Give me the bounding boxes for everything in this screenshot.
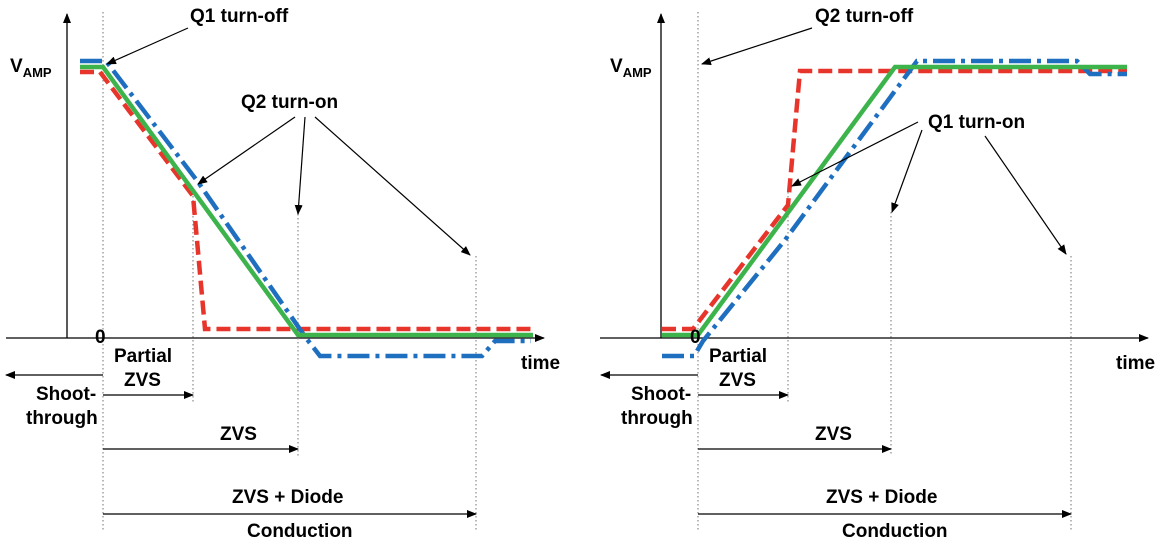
left-green-waveform <box>80 64 533 338</box>
left-q2-on-arrow-2 <box>294 116 306 215</box>
right-zvs-label: ZVS <box>815 424 852 445</box>
right-partial-label-1: Partial <box>709 346 767 367</box>
left-origin-label: 0 <box>95 327 106 348</box>
left-diode-label-1: ZVS + Diode <box>232 487 343 508</box>
right-time-label: time <box>1116 353 1155 374</box>
left-partial-label-1: Partial <box>114 346 172 367</box>
left-shoot-label-1: Shoot- <box>36 384 96 405</box>
left-shoot-label-2: through <box>26 408 98 429</box>
right-blue-waveform <box>662 58 1127 359</box>
left-red-waveform <box>80 69 533 332</box>
right-shoot-label-2: through <box>621 408 693 429</box>
left-vamp-label: VAMP <box>10 56 52 80</box>
right-diode-label-1: ZVS + Diode <box>826 487 937 508</box>
right-q1-on-arrow-2 <box>891 129 923 213</box>
right-shoot-label-1: Shoot- <box>631 384 691 405</box>
left-q1-turnoff-label: Q1 turn-off <box>190 6 289 27</box>
left-panel: VAMP 0 time Q1 turn-off Q2 turn-on Parti… <box>5 6 560 542</box>
right-origin-label: 0 <box>690 327 701 348</box>
right-q1-turnon-label: Q1 turn-on <box>928 112 1025 133</box>
left-q2-on-arrow-1 <box>197 116 296 185</box>
right-partial-label-2: ZVS <box>719 370 756 391</box>
left-zvs-label: ZVS <box>220 424 257 445</box>
left-diode-label-2: Conduction <box>247 521 353 542</box>
right-green-waveform <box>662 64 1127 338</box>
left-time-label: time <box>521 353 560 374</box>
right-q1-on-arrow-1 <box>791 121 919 187</box>
left-q1-off-arrow <box>106 27 189 65</box>
right-q1-on-arrow-3 <box>984 135 1067 255</box>
right-diode-label-2: Conduction <box>842 521 948 542</box>
right-q2-turnoff-label: Q2 turn-off <box>815 6 914 27</box>
left-blue-waveform <box>80 58 531 359</box>
left-q2-on-arrow-3 <box>314 116 471 256</box>
right-panel: VAMP 0 time Q2 turn-off Q1 turn-on Parti… <box>600 6 1155 542</box>
left-q2-turnon-label: Q2 turn-on <box>241 92 338 113</box>
right-q2-off-arrow <box>701 27 813 66</box>
right-vamp-label: VAMP <box>610 56 652 80</box>
left-partial-label-2: ZVS <box>124 370 161 391</box>
